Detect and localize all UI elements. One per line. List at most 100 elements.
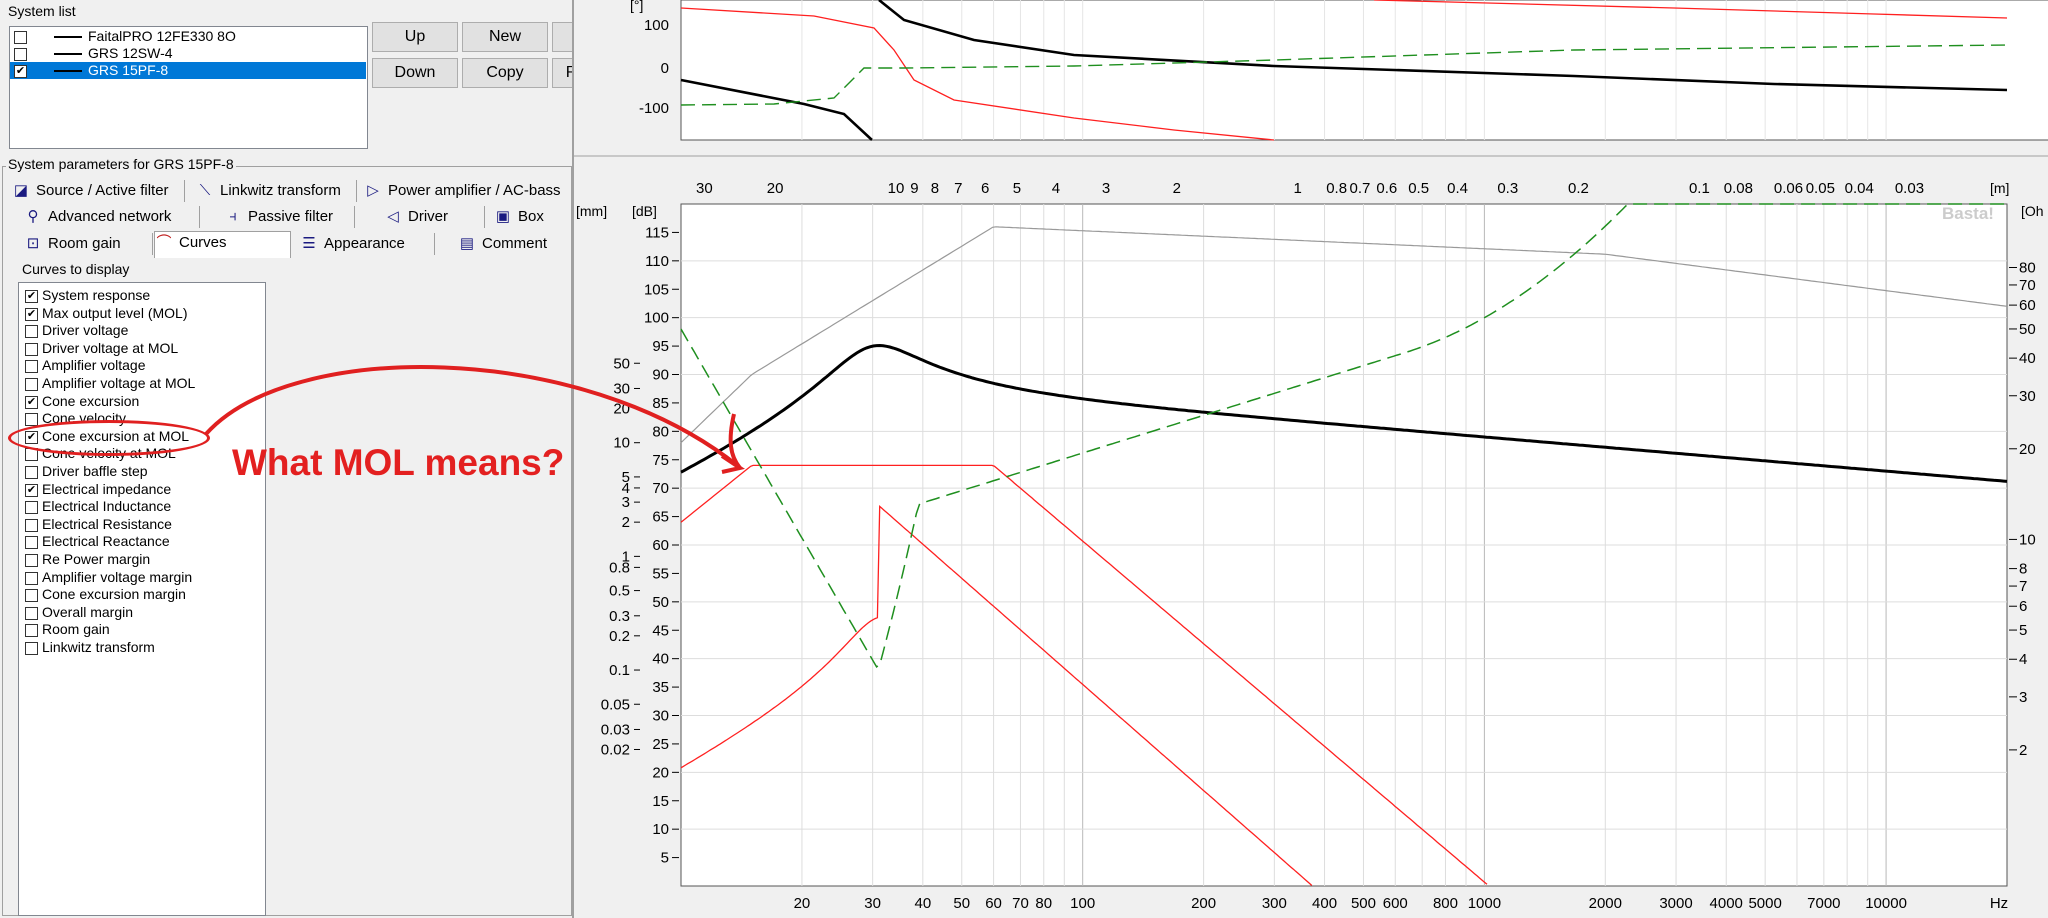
curve-checkbox[interactable]	[25, 536, 38, 550]
x-tick-label: 500	[1351, 895, 1376, 912]
excursion-mol-curve	[680, 464, 1488, 885]
tab-curves[interactable]: ⌒ Curves	[154, 231, 291, 258]
wavelength-tick-label: 2	[1173, 180, 1181, 197]
system-item-2[interactable]: ✔ GRS 15PF-8	[10, 62, 366, 79]
x-tick-label: 800	[1433, 895, 1458, 912]
ohm-tick-label: 80	[2019, 259, 2036, 276]
mm-tick-label: 5	[622, 469, 630, 486]
curve-checkbox[interactable]	[25, 325, 38, 339]
curve-checkbox[interactable]: ✔	[25, 290, 38, 303]
curve-checkbox[interactable]	[25, 518, 38, 532]
tab-linkwitz-transform[interactable]: ⟍ Linkwitz transform	[196, 180, 357, 202]
curve-checkbox[interactable]	[25, 606, 38, 620]
curve-checkbox[interactable]	[25, 466, 38, 479]
db-tick-label: 25	[652, 736, 669, 753]
curve-label: System response	[42, 287, 151, 303]
ohm-unit: [Oh	[2021, 203, 2044, 219]
curve-checkbox[interactable]: ✔	[25, 307, 38, 321]
tab-passive-filter[interactable]: ⫞ Passive filter	[224, 206, 355, 228]
down-button[interactable]: Down	[372, 58, 458, 88]
ohm-tick-label: 5	[2019, 622, 2027, 639]
curve-checkbox[interactable]	[25, 571, 38, 585]
db-tick-label: 35	[652, 679, 669, 696]
mm-tick-label: 0.5	[609, 583, 630, 600]
excursion-curve	[680, 504, 1313, 886]
mm-tick-label: 0.2	[609, 628, 630, 645]
system-item-checkbox[interactable]: ✔	[14, 65, 27, 78]
curve-label: Re Power margin	[42, 551, 151, 567]
db-tick-label: 50	[652, 594, 669, 611]
x-tick-label: 80	[1035, 895, 1052, 912]
curve-checkbox[interactable]	[25, 642, 38, 655]
x-tick-label: 60	[985, 895, 1002, 912]
ohm-tick-label: 40	[2019, 350, 2036, 367]
x-unit: Hz	[1990, 895, 2008, 912]
tab-box[interactable]: ▣ Box	[494, 206, 564, 228]
curve-label: Electrical impedance	[42, 480, 172, 497]
db-tick-label: 115	[645, 224, 669, 241]
curve-checkbox[interactable]	[25, 378, 38, 391]
tab-advanced-network[interactable]: ⚲ Advanced network	[24, 206, 200, 228]
up-button[interactable]: Up	[372, 22, 458, 52]
curve-checkbox[interactable]	[25, 413, 38, 427]
tab-comment[interactable]: ▤ Comment	[458, 233, 568, 255]
splitter[interactable]	[572, 0, 574, 918]
x-tick-label: 30	[864, 895, 881, 912]
db-tick-label: 95	[652, 338, 669, 355]
mm-tick-label: 0.03	[601, 721, 630, 738]
tab-power-amplifier[interactable]: ▷ Power amplifier / AC-bass	[364, 180, 568, 202]
curve-checkbox[interactable]	[25, 624, 38, 638]
ohm-tick-label: 50	[2019, 321, 2036, 338]
curve-checkbox[interactable]	[25, 342, 38, 356]
tab-row-2: ⚲ Advanced network ⫞ Passive filter ◁ Drive…	[4, 206, 570, 231]
phase-tick-label: -100	[639, 100, 669, 117]
x-tick-label: 300	[1262, 895, 1287, 912]
annotation-question: What MOL means?	[232, 442, 565, 483]
phase-red-upper	[1373, 0, 2008, 19]
tab-row-1: ◪ Source / Active filter ⟍ Linkwitz transf…	[4, 180, 570, 205]
db-tick-label: 80	[652, 423, 669, 440]
db-tick-label: 105	[644, 281, 669, 298]
system-item-checkbox[interactable]	[14, 31, 27, 44]
ohm-tick-label: 70	[2019, 277, 2036, 294]
mm-tick-label: 30	[613, 380, 630, 397]
x-tick-label: 10000	[1865, 895, 1907, 912]
system-item-1[interactable]: GRS 12SW-4	[10, 45, 366, 62]
system-item-0[interactable]: FaitalPRO 12FE330 8O	[10, 28, 366, 45]
box-icon: ▣	[495, 208, 511, 225]
system-list-title: System list	[6, 3, 78, 19]
mm-tick-label: 0.3	[609, 608, 630, 625]
curves-icon: ⌒	[156, 234, 172, 251]
line-style-swatch	[54, 36, 82, 38]
curve-label: Electrical Inductance	[42, 498, 172, 515]
plots-svg: [°] 1000-100 115110105100959085807570656…	[574, 0, 2048, 912]
curve-checkbox[interactable]	[25, 360, 38, 374]
mm-tick-label: 0.02	[601, 741, 630, 758]
passive-filter-icon: ⫞	[229, 208, 237, 225]
wavelength-tick-label: 0.03	[1895, 180, 1924, 197]
curve-checkbox[interactable]: ✔	[25, 395, 38, 409]
system-item-checkbox[interactable]	[14, 48, 27, 61]
annotation-arrow	[204, 365, 746, 474]
curve-checkbox[interactable]: ✔	[25, 483, 38, 497]
new-button[interactable]: New	[462, 22, 548, 52]
system-listbox[interactable]: FaitalPRO 12FE330 8O GRS 12SW-4 ✔ GRS 15…	[9, 26, 368, 149]
tab-driver[interactable]: ◁ Driver	[384, 206, 485, 228]
db-tick-label: 55	[652, 565, 669, 582]
curve-label: Max output level (MOL)	[42, 304, 188, 321]
tab-appearance[interactable]: ☰ Appearance	[300, 233, 435, 255]
mm-tick-label: 0.05	[601, 696, 630, 713]
wavelength-tick-label: 0.7	[1350, 180, 1371, 197]
curve-label: Driver voltage	[42, 322, 129, 339]
x-tick-label: 2000	[1589, 895, 1622, 912]
mm-tick-label: 1	[622, 548, 630, 565]
tab-room-gain[interactable]: ⊡ Room gain	[24, 233, 153, 255]
tab-source-active-filter[interactable]: ◪ Source / Active filter	[12, 180, 185, 202]
copy-button[interactable]: Copy	[462, 58, 548, 88]
curve-checkbox[interactable]	[25, 554, 38, 567]
curve-checkbox[interactable]	[25, 589, 38, 603]
db-unit: [dB]	[632, 203, 657, 219]
phase-unit: [°]	[630, 0, 643, 13]
mm-tick-label: 3	[622, 494, 630, 511]
curve-checkbox[interactable]	[25, 501, 38, 515]
